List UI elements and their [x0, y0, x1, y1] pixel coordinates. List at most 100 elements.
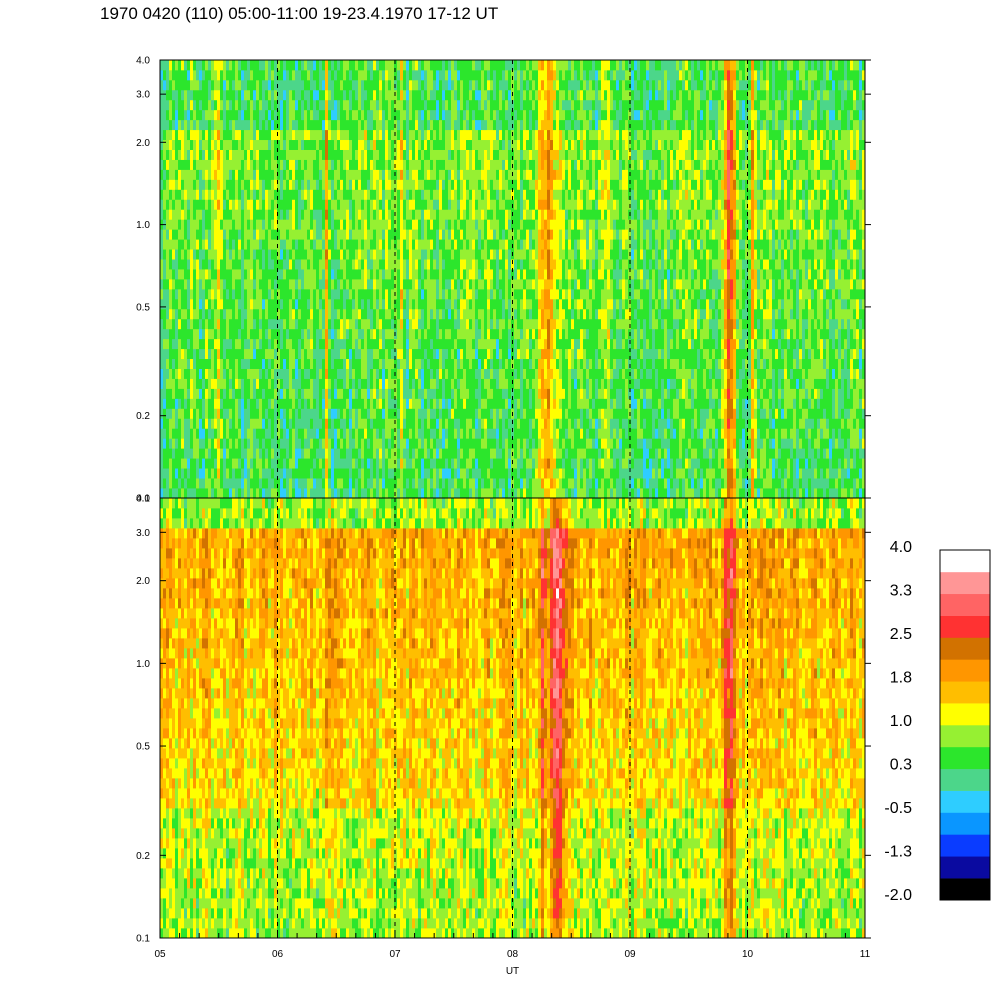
- heatmap-cell: [463, 109, 467, 121]
- heatmap-cell: [268, 288, 272, 300]
- heatmap-cell: [166, 60, 170, 71]
- heatmap-cell: [475, 448, 479, 459]
- heatmap-cell: [208, 298, 212, 310]
- heatmap-cell: [301, 69, 305, 81]
- heatmap-cell: [358, 219, 362, 230]
- heatmap-cell: [370, 418, 374, 429]
- heatmap-cell: [223, 328, 227, 340]
- heatmap-cell: [364, 438, 368, 449]
- heatmap-cell: [280, 279, 284, 290]
- heatmap-cell: [454, 488, 458, 499]
- heatmap-cell: [331, 348, 335, 360]
- heatmap-cell: [427, 438, 431, 449]
- heatmap-cell: [433, 358, 437, 369]
- heatmap-cell: [415, 418, 419, 429]
- heatmap-cell: [475, 239, 479, 250]
- heatmap-cell: [355, 388, 359, 399]
- heatmap-cell: [235, 129, 239, 141]
- heatmap-cell: [349, 179, 353, 190]
- heatmap-cell: [199, 328, 203, 340]
- heatmap-cell: [235, 328, 239, 340]
- heatmap-cell: [412, 229, 416, 240]
- heatmap-cell: [289, 229, 293, 240]
- heatmap-cell: [310, 249, 314, 260]
- heatmap-cell: [319, 189, 323, 200]
- heatmap-cell: [337, 318, 341, 330]
- heatmap-cell: [220, 249, 224, 260]
- heatmap-cell: [244, 348, 248, 360]
- heatmap-cell: [349, 328, 353, 340]
- heatmap-cell: [328, 388, 332, 399]
- heatmap-cell: [406, 328, 410, 340]
- heatmap-cell: [406, 448, 410, 459]
- heatmap-cell: [295, 378, 299, 389]
- heatmap-cell: [412, 189, 416, 200]
- heatmap-cell: [265, 219, 269, 230]
- heatmap-cell: [331, 358, 335, 369]
- heatmap-cell: [397, 99, 401, 111]
- heatmap-cell: [352, 418, 356, 429]
- heatmap-cell: [232, 478, 236, 489]
- heatmap-cell: [424, 249, 428, 260]
- heatmap-cell: [202, 358, 206, 369]
- heatmap-cell: [424, 179, 428, 190]
- heatmap-cell: [304, 318, 308, 330]
- heatmap-cell: [238, 328, 242, 340]
- heatmap-cell: [373, 318, 377, 330]
- heatmap-cell: [193, 179, 197, 190]
- heatmap-cell: [349, 109, 353, 121]
- heatmap-cell: [448, 259, 452, 270]
- heatmap-cell: [208, 478, 212, 489]
- heatmap-cell: [340, 269, 344, 280]
- heatmap-cell: [178, 338, 182, 350]
- heatmap-cell: [466, 468, 470, 479]
- heatmap-cell: [397, 109, 401, 121]
- heatmap-cell: [493, 408, 497, 419]
- heatmap-cell: [394, 358, 398, 369]
- heatmap-cell: [256, 358, 260, 369]
- heatmap-cell: [364, 398, 368, 409]
- heatmap-cell: [418, 249, 422, 260]
- heatmap-cell: [424, 279, 428, 290]
- heatmap-cell: [172, 179, 176, 190]
- heatmap-cell: [346, 398, 350, 409]
- heatmap-cell: [457, 298, 461, 310]
- heatmap-cell: [265, 139, 269, 150]
- heatmap-cell: [286, 189, 290, 200]
- heatmap-cell: [196, 109, 200, 121]
- heatmap-cell: [403, 129, 407, 141]
- heatmap-cell: [190, 428, 194, 439]
- heatmap-cell: [343, 229, 347, 240]
- heatmap-cell: [298, 358, 302, 369]
- heatmap-cell: [256, 418, 260, 429]
- heatmap-cell: [235, 219, 239, 230]
- heatmap-cell: [199, 288, 203, 300]
- heatmap-cell: [385, 159, 389, 170]
- heatmap-cell: [310, 458, 314, 469]
- heatmap-cell: [394, 458, 398, 469]
- heatmap-cell: [472, 288, 476, 300]
- heatmap-cell: [181, 109, 185, 121]
- heatmap-cell: [361, 209, 365, 220]
- heatmap-cell: [217, 229, 221, 240]
- heatmap-cell: [280, 229, 284, 240]
- heatmap-cell: [190, 99, 194, 111]
- heatmap-cell: [190, 169, 194, 180]
- heatmap-cell: [220, 398, 224, 409]
- heatmap-cell: [307, 60, 311, 71]
- heatmap-cell: [310, 189, 314, 200]
- heatmap-cell: [490, 488, 494, 499]
- heatmap-cell: [268, 60, 272, 71]
- heatmap-cell: [193, 159, 197, 170]
- heatmap-cell: [235, 189, 239, 200]
- heatmap-cell: [172, 89, 176, 101]
- heatmap-cell: [352, 99, 356, 111]
- heatmap-cell: [403, 338, 407, 350]
- heatmap-cell: [316, 269, 320, 280]
- heatmap-cell: [376, 308, 380, 320]
- heatmap-cell: [334, 438, 338, 449]
- heatmap-cell: [250, 388, 254, 399]
- heatmap-cell: [463, 149, 467, 160]
- heatmap-cell: [196, 488, 200, 499]
- heatmap-cell: [307, 368, 311, 379]
